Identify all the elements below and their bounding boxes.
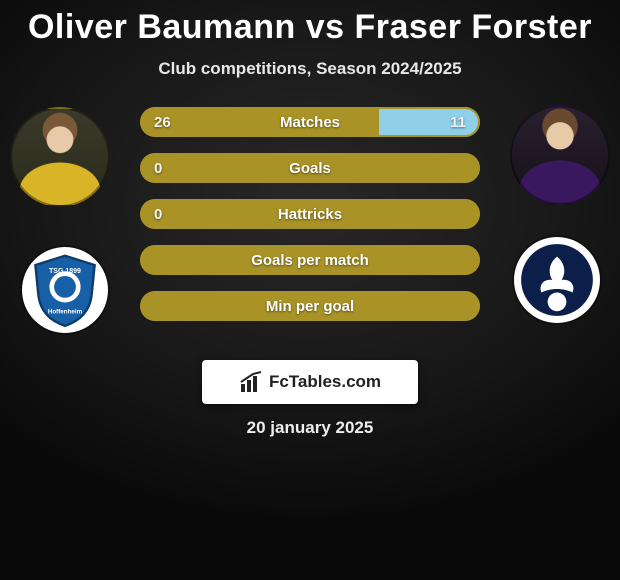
stat-row: Goals per match xyxy=(140,245,480,275)
svg-text:TSG 1899: TSG 1899 xyxy=(49,268,81,275)
stat-row: Min per goal xyxy=(140,291,480,321)
player1-name: Oliver Baumann xyxy=(28,8,296,46)
hoffenheim-badge-icon: TSG 1899 Hoffenheim xyxy=(26,251,104,329)
vs-label: vs xyxy=(306,8,345,46)
stat-label: Goals xyxy=(140,153,480,183)
player2-name: Fraser Forster xyxy=(354,8,592,46)
player1-club-badge: TSG 1899 Hoffenheim xyxy=(22,247,108,333)
comparison-title: Oliver Baumann vs Fraser Forster xyxy=(0,0,620,47)
stat-row: 0Hattricks xyxy=(140,199,480,229)
stat-label: Goals per match xyxy=(140,245,480,275)
player2-club-badge xyxy=(514,237,600,323)
snapshot-date: 20 january 2025 xyxy=(0,418,620,438)
brand-badge: FcTables.com xyxy=(202,360,418,404)
stat-label: Min per goal xyxy=(140,291,480,321)
svg-text:Hoffenheim: Hoffenheim xyxy=(48,308,83,315)
stat-label: Matches xyxy=(140,107,480,137)
player1-avatar xyxy=(10,107,110,207)
tottenham-badge-icon xyxy=(518,241,596,319)
stat-bars: 2611Matches 0Goals 0Hattricks Goals per mat… xyxy=(140,107,480,337)
player2-avatar xyxy=(510,105,610,205)
brand-text: FcTables.com xyxy=(269,372,381,392)
stat-row: 0Goals xyxy=(140,153,480,183)
stat-row: 2611Matches xyxy=(140,107,480,137)
stat-label: Hattricks xyxy=(140,199,480,229)
comparison-stage: TSG 1899 Hoffenheim 2611Matches 0Goals 0Ha… xyxy=(0,107,620,367)
chart-icon xyxy=(239,370,263,394)
subtitle: Club competitions, Season 2024/2025 xyxy=(0,59,620,79)
